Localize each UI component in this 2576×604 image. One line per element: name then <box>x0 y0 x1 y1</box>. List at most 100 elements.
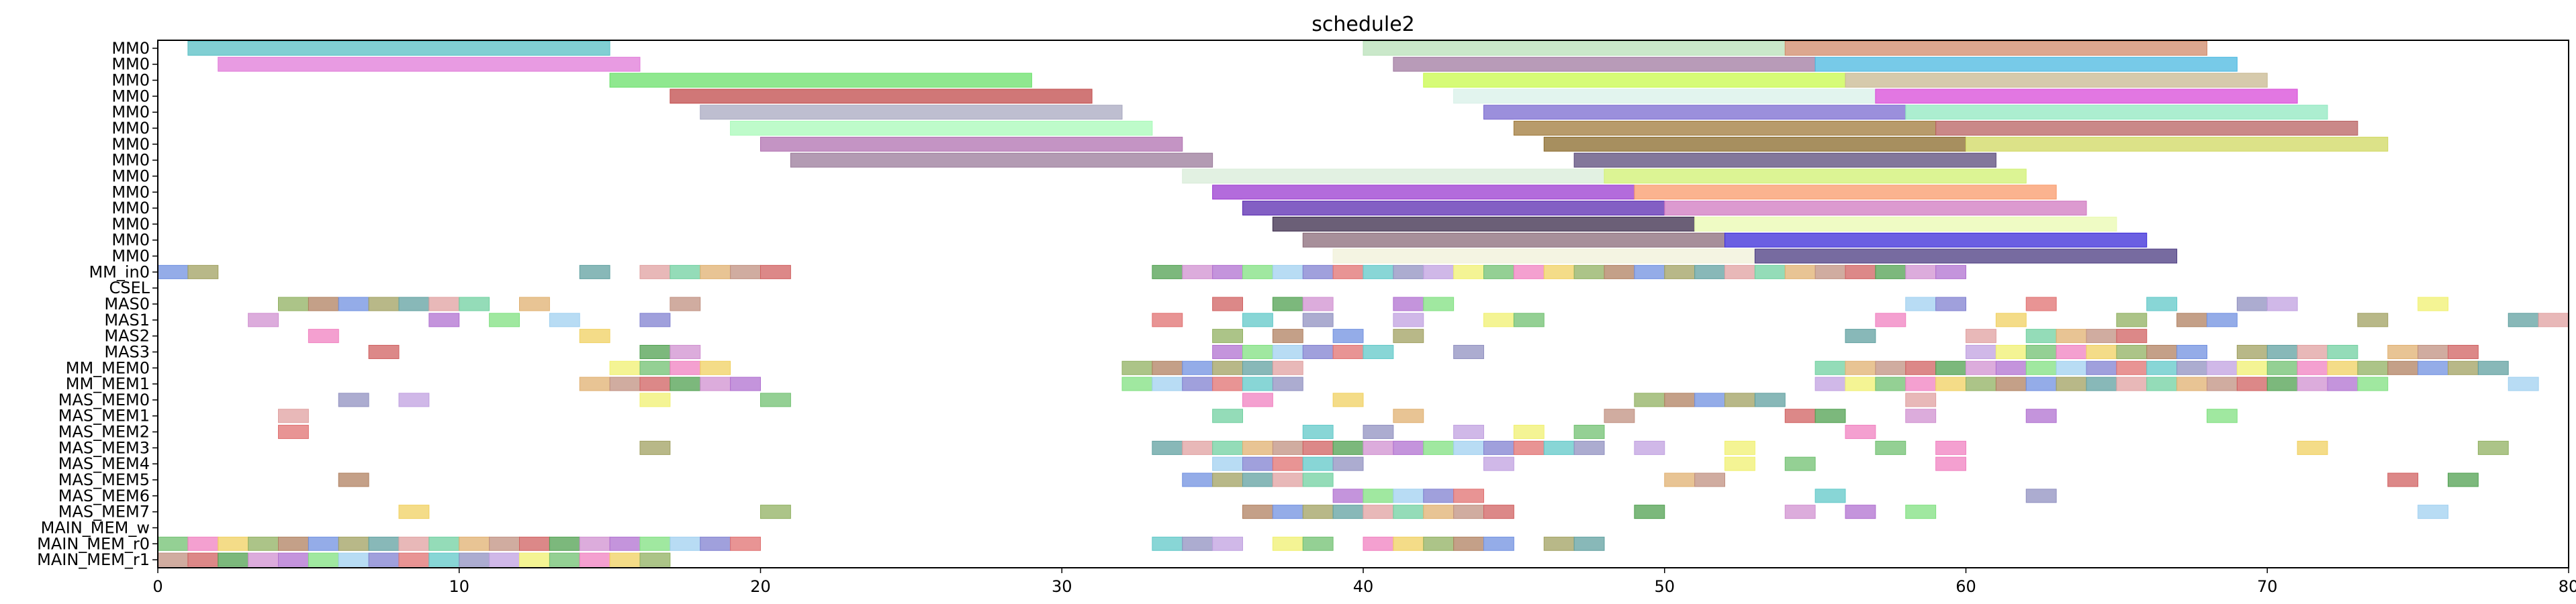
bar-2-7 <box>1423 72 1846 88</box>
block-21-31 <box>2508 376 2539 391</box>
block-31-5 <box>308 536 339 551</box>
block-20-16 <box>1995 360 2027 375</box>
block-19-16 <box>2146 344 2178 359</box>
block-17-8 <box>1393 313 1424 328</box>
block-17-17 <box>2508 313 2539 328</box>
block-26-1 <box>1242 456 1273 471</box>
block-17-0 <box>248 313 279 328</box>
block-31-18 <box>700 536 731 551</box>
block-14-9 <box>1182 264 1213 279</box>
block-20-13 <box>1905 360 1937 375</box>
block-14-26 <box>1694 264 1725 279</box>
block-16-13 <box>1423 297 1455 311</box>
block-24-1 <box>1302 425 1334 440</box>
block-14-19 <box>1483 264 1514 279</box>
block-19-17 <box>2176 344 2207 359</box>
y-tick-label: MAS_MEM2 <box>58 423 150 442</box>
block-20-18 <box>2056 360 2087 375</box>
block-14-2 <box>579 264 610 279</box>
block-17-16 <box>2357 313 2389 328</box>
block-19-6 <box>1302 344 1334 359</box>
x-tick-label: 30 <box>1052 577 1072 596</box>
bar-9-26 <box>1634 185 2057 200</box>
block-20-14 <box>1935 360 1966 375</box>
block-31-31 <box>1573 536 1605 551</box>
block-20-1 <box>639 360 671 375</box>
bar-0-2 <box>1784 40 2207 56</box>
y-tick-label: MAS_MEM6 <box>58 487 150 505</box>
block-17-4 <box>639 313 671 328</box>
block-14-16 <box>1393 264 1424 279</box>
block-29-14 <box>1905 505 1937 519</box>
block-29-2 <box>1242 505 1273 519</box>
block-16-9 <box>1212 297 1243 311</box>
y-tick-label: MAS_MEM5 <box>58 470 150 489</box>
y-tick-label: MM0 <box>111 231 150 250</box>
x-tick-label: 50 <box>1654 577 1675 596</box>
block-16-4 <box>398 297 430 311</box>
block-25-21 <box>2477 440 2509 455</box>
y-tick-label: MAS2 <box>104 327 150 346</box>
block-24-3 <box>1453 425 1484 440</box>
block-25-15 <box>1573 440 1605 455</box>
block-28-3 <box>1423 489 1455 503</box>
block-16-0 <box>278 297 309 311</box>
block-31-8 <box>398 536 430 551</box>
block-32-4 <box>278 552 309 567</box>
block-17-11 <box>1875 313 1906 328</box>
bar-10-27 <box>1242 201 1665 216</box>
y-tick-label: MM0 <box>111 199 150 217</box>
block-18-6 <box>1845 329 1876 344</box>
block-32-1 <box>187 552 219 567</box>
block-25-9 <box>1393 440 1424 455</box>
block-19-8 <box>1363 344 1394 359</box>
block-18-9 <box>2056 329 2087 344</box>
block-20-9 <box>1272 360 1303 375</box>
y-tick-label: MAS_MEM3 <box>58 438 150 457</box>
y-tick-label: MM0 <box>111 247 150 266</box>
block-25-7 <box>1332 440 1364 455</box>
block-27-8 <box>2387 472 2419 487</box>
bar-8-23 <box>1182 168 1605 184</box>
block-20-12 <box>1875 360 1906 375</box>
block-19-13 <box>2056 344 2087 359</box>
block-32-3 <box>248 552 279 567</box>
block-14-13 <box>1302 264 1334 279</box>
block-21-6 <box>1121 376 1153 391</box>
block-29-5 <box>1332 505 1364 519</box>
block-29-15 <box>2418 505 2448 519</box>
block-24-2 <box>1363 425 1394 440</box>
block-27-3 <box>1242 472 1273 487</box>
y-tick-label: MM0 <box>111 71 150 90</box>
block-28-1 <box>1363 489 1394 503</box>
block-20-8 <box>1242 360 1273 375</box>
block-14-5 <box>700 264 731 279</box>
bar-10-28 <box>1664 201 2087 216</box>
block-24-0 <box>278 425 309 440</box>
block-18-5 <box>1393 329 1424 344</box>
y-axis-labels: MM0MM0MM0MM0MM0MM0MM0MM0MM0MM0MM0MM0MM0M… <box>37 39 158 569</box>
bar-3-9 <box>670 89 1093 104</box>
block-14-12 <box>1272 264 1303 279</box>
block-21-9 <box>1212 376 1243 391</box>
block-29-12 <box>1784 505 1816 519</box>
block-29-6 <box>1363 505 1394 519</box>
block-17-13 <box>2116 313 2148 328</box>
block-23-3 <box>1604 409 1635 423</box>
y-tick-label: MM0 <box>111 55 150 74</box>
block-31-24 <box>1302 536 1334 551</box>
block-20-28 <box>2357 360 2389 375</box>
block-19-7 <box>1332 344 1364 359</box>
block-27-0 <box>338 472 369 487</box>
block-17-10 <box>1513 313 1545 328</box>
block-21-30 <box>2357 376 2389 391</box>
block-16-20 <box>2418 297 2448 311</box>
block-25-0 <box>639 440 671 455</box>
plot-frame <box>157 40 2569 568</box>
block-21-7 <box>1152 376 1183 391</box>
block-16-8 <box>670 297 701 311</box>
block-31-21 <box>1182 536 1213 551</box>
bar-1-3 <box>218 56 641 72</box>
block-32-8 <box>398 552 430 567</box>
block-25-16 <box>1634 440 1665 455</box>
